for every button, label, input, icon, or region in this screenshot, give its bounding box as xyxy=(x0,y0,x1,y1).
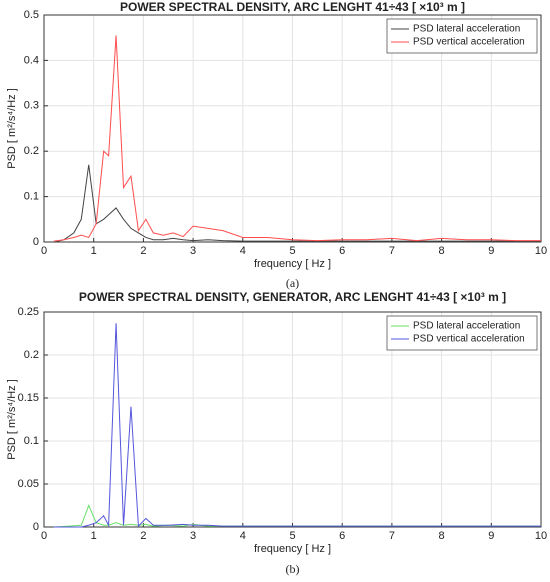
legend-box xyxy=(386,18,538,54)
series-line xyxy=(53,164,541,243)
y-tick-label: 0.15 xyxy=(18,392,39,404)
subplot: 0 0.05 0.1 0.15 0.2 0.25 0 1 2 3 4 5 6 7 8 9 10 POWER SPE… xyxy=(6,290,547,576)
x-tick-label: 3 xyxy=(190,530,196,542)
y-tick-label: 0.2 xyxy=(24,349,39,361)
subplot: 0 0.1 0.2 0.3 0.4 0.5 0 1 2 3 4 5 6 7 8 9 10 POWER SPECTR… xyxy=(6,0,547,290)
caption: (b) xyxy=(286,562,300,576)
y-tick-label: 0.25 xyxy=(18,306,39,318)
chart-title: POWER SPECTRAL DENSITY, ARC LENGHT 41÷43… xyxy=(120,0,465,14)
legend-label: PSD lateral acceleration xyxy=(413,24,520,35)
y-tick-label: 0.2 xyxy=(24,145,39,157)
legend-label: PSD vertical acceleration xyxy=(413,37,525,48)
axes-box xyxy=(43,14,542,243)
y-tick-label: 0.1 xyxy=(24,435,39,447)
y-tick-label: 0 xyxy=(33,521,39,533)
x-tick-label: 0 xyxy=(41,530,47,542)
x-tick-label: 0 xyxy=(41,245,47,257)
series-line xyxy=(53,323,541,528)
x-tick-label: 9 xyxy=(488,245,494,257)
y-tick-label: 0 xyxy=(33,236,39,248)
x-tick-label: 1 xyxy=(91,530,97,542)
x-tick-label: 6 xyxy=(339,245,345,257)
x-tick-label: 4 xyxy=(240,245,246,257)
x-axis-label: frequency [ Hz ] xyxy=(254,258,331,270)
series-line xyxy=(53,35,541,242)
y-tick-label: 0.5 xyxy=(24,9,39,21)
x-tick-label: 10 xyxy=(535,245,547,257)
x-tick-label: 9 xyxy=(488,530,494,542)
caption: (a) xyxy=(286,276,299,290)
x-tick-label: 10 xyxy=(535,530,547,542)
x-tick-label: 2 xyxy=(140,530,146,542)
x-axis-label: frequency [ Hz ] xyxy=(254,543,331,555)
legend-label: PSD lateral acceleration xyxy=(413,321,520,332)
x-tick-label: 8 xyxy=(439,245,445,257)
y-tick-label: 0.4 xyxy=(24,54,39,66)
x-tick-label: 5 xyxy=(289,245,295,257)
axes-box xyxy=(43,311,542,528)
x-tick-label: 2 xyxy=(140,245,146,257)
y-tick-label: 0.05 xyxy=(18,478,39,490)
y-axis-label: PSD [ m²/s⁴/Hz ] xyxy=(6,379,18,460)
chart-title: POWER SPECTRAL DENSITY, GENERATOR, ARC L… xyxy=(79,290,506,304)
x-tick-label: 3 xyxy=(190,245,196,257)
x-tick-label: 7 xyxy=(389,530,395,542)
x-tick-label: 7 xyxy=(389,245,395,257)
y-axis-label: PSD [ m²/s⁴/Hz ] xyxy=(6,88,18,169)
y-tick-label: 0.1 xyxy=(24,191,39,203)
x-tick-label: 5 xyxy=(289,530,295,542)
y-tick-label: 0.3 xyxy=(24,100,39,112)
x-tick-label: 8 xyxy=(439,530,445,542)
legend-label: PSD vertical acceleration xyxy=(413,334,525,345)
x-tick-label: 1 xyxy=(91,245,97,257)
legend-box xyxy=(386,315,538,351)
x-tick-label: 6 xyxy=(339,530,345,542)
x-tick-label: 4 xyxy=(240,530,246,542)
